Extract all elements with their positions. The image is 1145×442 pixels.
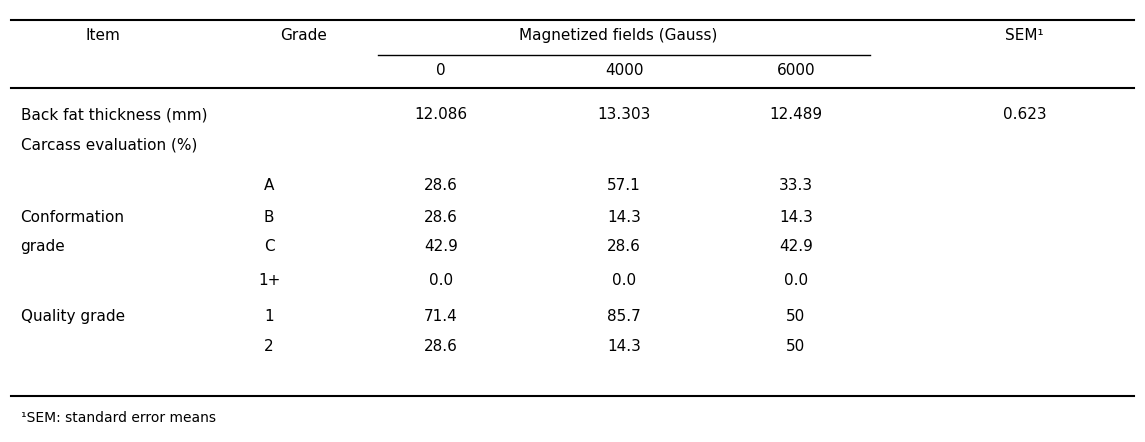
- Text: Quality grade: Quality grade: [21, 309, 125, 324]
- Text: 50: 50: [787, 309, 805, 324]
- Text: 57.1: 57.1: [607, 178, 641, 193]
- Text: Magnetized fields (Gauss): Magnetized fields (Gauss): [519, 28, 718, 43]
- Text: 1+: 1+: [258, 273, 281, 288]
- Text: A: A: [263, 178, 275, 193]
- Text: ¹SEM: standard error means: ¹SEM: standard error means: [21, 411, 215, 425]
- Text: 42.9: 42.9: [779, 239, 813, 254]
- Text: SEM¹: SEM¹: [1005, 28, 1044, 43]
- Text: 13.303: 13.303: [598, 107, 650, 122]
- Text: grade: grade: [21, 239, 65, 254]
- Text: 28.6: 28.6: [424, 210, 458, 225]
- Text: 1: 1: [264, 309, 274, 324]
- Text: 14.3: 14.3: [607, 210, 641, 225]
- Text: 0: 0: [436, 63, 445, 78]
- Text: Item: Item: [86, 28, 120, 43]
- Text: 71.4: 71.4: [424, 309, 458, 324]
- Text: 33.3: 33.3: [779, 178, 813, 193]
- Text: Back fat thickness (mm): Back fat thickness (mm): [21, 107, 207, 122]
- Text: Grade: Grade: [281, 28, 326, 43]
- Text: B: B: [263, 210, 275, 225]
- Text: Conformation: Conformation: [21, 210, 125, 225]
- Text: 0.0: 0.0: [611, 273, 637, 288]
- Text: C: C: [263, 239, 275, 254]
- Text: 4000: 4000: [605, 63, 643, 78]
- Text: 0.623: 0.623: [1003, 107, 1047, 122]
- Text: 14.3: 14.3: [779, 210, 813, 225]
- Text: 12.086: 12.086: [414, 107, 467, 122]
- Text: Carcass evaluation (%): Carcass evaluation (%): [21, 137, 197, 152]
- Text: 0.0: 0.0: [428, 273, 453, 288]
- Text: 6000: 6000: [776, 63, 815, 78]
- Text: 50: 50: [787, 339, 805, 354]
- Text: 28.6: 28.6: [607, 239, 641, 254]
- Text: 14.3: 14.3: [607, 339, 641, 354]
- Text: 28.6: 28.6: [424, 178, 458, 193]
- Text: 2: 2: [264, 339, 274, 354]
- Text: 85.7: 85.7: [607, 309, 641, 324]
- Text: 0.0: 0.0: [783, 273, 808, 288]
- Text: 12.489: 12.489: [769, 107, 822, 122]
- Text: 42.9: 42.9: [424, 239, 458, 254]
- Text: 28.6: 28.6: [424, 339, 458, 354]
